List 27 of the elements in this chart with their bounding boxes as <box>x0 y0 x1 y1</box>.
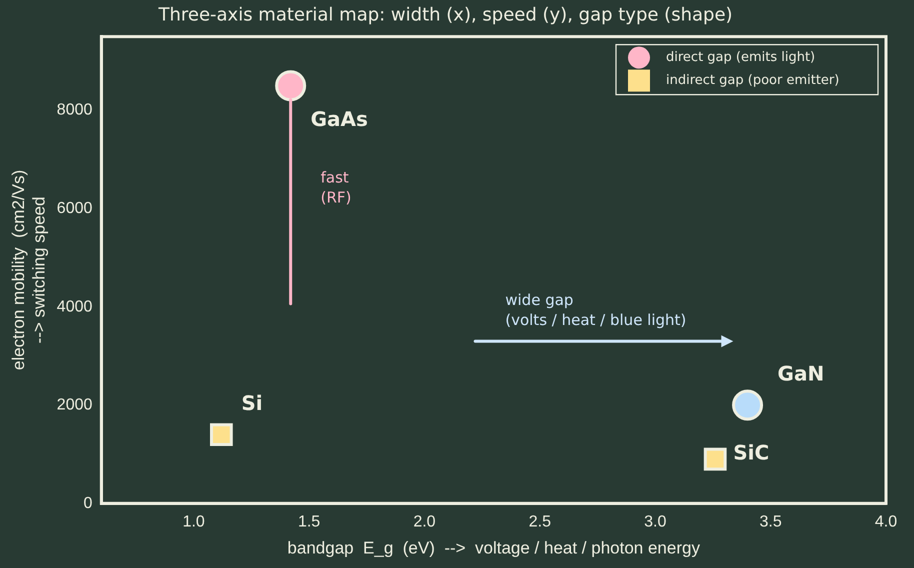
x-tick-label: 3.0 <box>644 513 666 530</box>
x-tick-label: 4.0 <box>874 513 898 530</box>
annotation: fast (RF) <box>320 168 352 207</box>
annotation: GaN <box>778 361 824 386</box>
y-tick-label: 4000 <box>56 298 92 316</box>
chart-title: Three-axis material map: width (x), speed (y), gap type (shape) <box>157 4 733 26</box>
annotation: GaAs <box>310 106 368 131</box>
y-tick-label: 6000 <box>56 200 92 217</box>
x-tick-label: 1.0 <box>182 513 205 530</box>
legend-label: indirect gap (poor emitter) <box>666 72 840 88</box>
point <box>732 390 764 421</box>
annotation: Si <box>241 390 263 415</box>
y-tick-label: 8000 <box>56 102 92 119</box>
point <box>210 423 233 446</box>
x-tick-label: 2.5 <box>528 513 552 530</box>
annotation: SiC <box>733 440 770 464</box>
point <box>704 448 727 471</box>
legend-label: direct gap (emits light) <box>666 50 816 65</box>
y-tick-label: 0 <box>83 494 92 512</box>
y-tick-label: 2000 <box>56 396 92 414</box>
x-axis-title: bandgap E_g (eV) --> voltage / heat / photon energy <box>287 538 700 558</box>
annotation: wide gap (volts / heat / blue light) <box>505 291 686 330</box>
point <box>275 70 306 102</box>
x-tick-label: 2.0 <box>413 513 436 530</box>
x-tick-label: 3.5 <box>759 513 782 530</box>
y-axis-title: electron mobility (cm2/Vs) --> switching speed <box>8 170 48 370</box>
x-tick-label: 1.5 <box>298 513 320 530</box>
